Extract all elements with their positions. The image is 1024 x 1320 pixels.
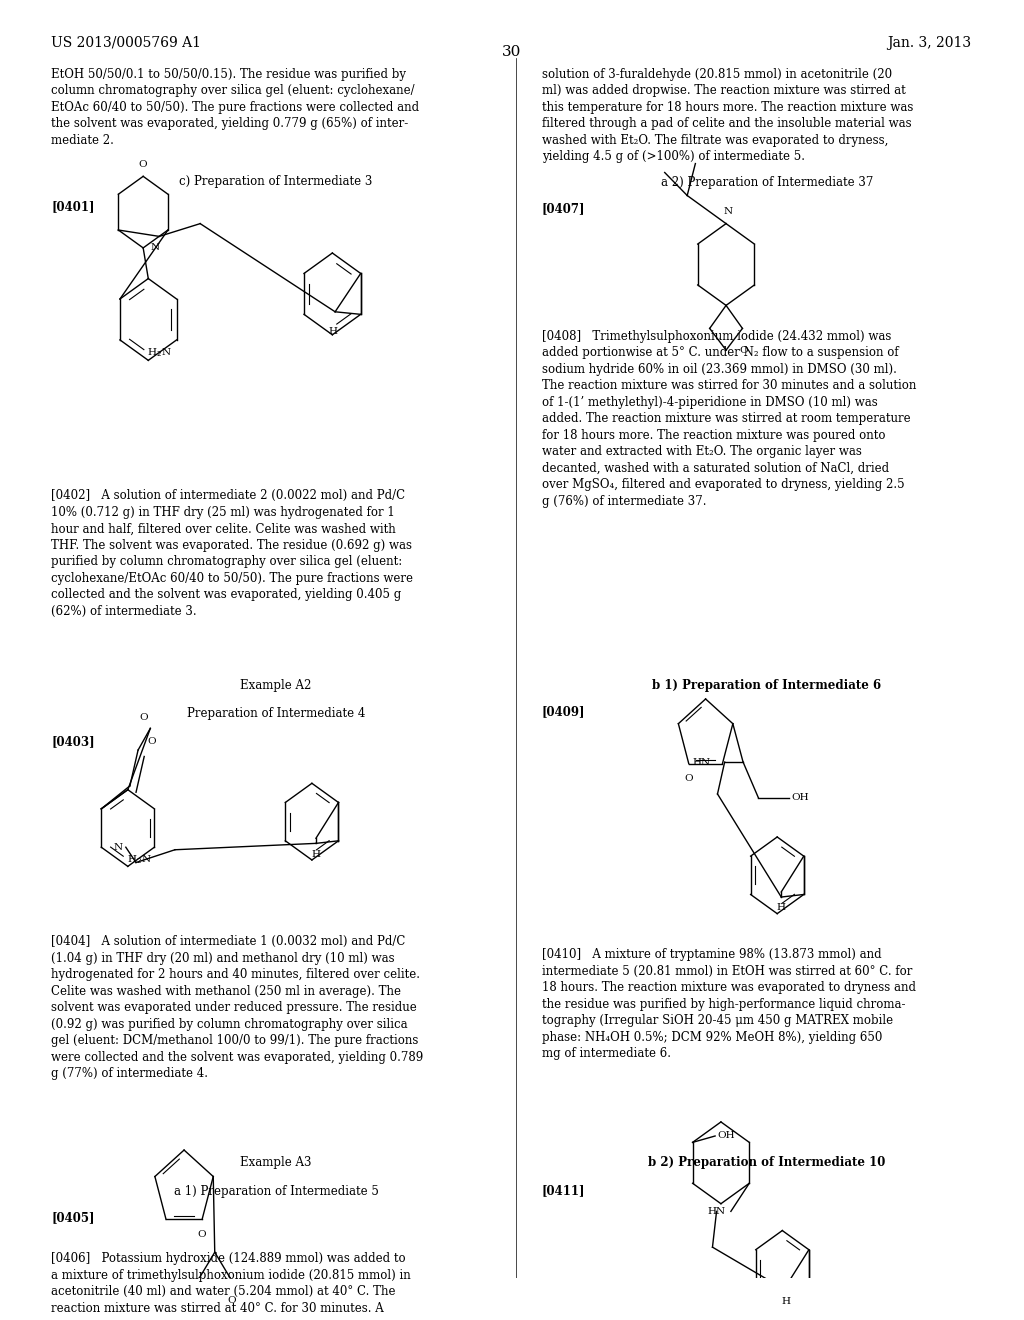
Text: O: O xyxy=(739,346,748,355)
Text: a 1) Preparation of Intermediate 5: a 1) Preparation of Intermediate 5 xyxy=(174,1184,379,1197)
Text: [0410]   A mixture of tryptamine 98% (13.873 mmol) and
intermediate 5 (20.81 mmo: [0410] A mixture of tryptamine 98% (13.8… xyxy=(542,948,916,1060)
Text: Example A3: Example A3 xyxy=(241,1156,312,1170)
Text: HN: HN xyxy=(708,1206,726,1216)
Text: [0403]: [0403] xyxy=(51,735,95,747)
Text: [0406]   Potassium hydroxide (124.889 mmol) was added to
a mixture of trimethyls: [0406] Potassium hydroxide (124.889 mmol… xyxy=(51,1253,411,1315)
Text: O: O xyxy=(198,1230,207,1238)
Text: O: O xyxy=(684,774,693,783)
Text: [0404]   A solution of intermediate 1 (0.0032 mol) and Pd/C
(1.04 g) in THF dry : [0404] A solution of intermediate 1 (0.0… xyxy=(51,936,423,1080)
Text: US 2013/0005769 A1: US 2013/0005769 A1 xyxy=(51,36,201,50)
Text: H: H xyxy=(777,903,785,912)
Text: O: O xyxy=(147,738,156,746)
Text: [0405]: [0405] xyxy=(51,1212,94,1225)
Text: b 2) Preparation of Intermediate 10: b 2) Preparation of Intermediate 10 xyxy=(648,1156,886,1170)
Text: c) Preparation of Intermediate 3: c) Preparation of Intermediate 3 xyxy=(179,176,373,187)
Text: O: O xyxy=(139,713,148,722)
Text: O: O xyxy=(139,160,147,169)
Text: a 2) Preparation of Intermediate 37: a 2) Preparation of Intermediate 37 xyxy=(660,177,873,189)
Text: H$_2$N: H$_2$N xyxy=(127,854,152,866)
Text: [0409]: [0409] xyxy=(542,705,586,718)
Text: N: N xyxy=(724,207,732,216)
Text: OH: OH xyxy=(717,1131,735,1140)
Text: H: H xyxy=(311,850,321,859)
Text: b 1) Preparation of Intermediate 6: b 1) Preparation of Intermediate 6 xyxy=(652,678,882,692)
Text: N: N xyxy=(151,243,160,252)
Text: [0408]   Trimethylsulphoxonium iodide (24.432 mmol) was
added portionwise at 5° : [0408] Trimethylsulphoxonium iodide (24.… xyxy=(542,330,916,508)
Text: [0401]: [0401] xyxy=(51,201,94,214)
Text: O: O xyxy=(227,1296,236,1305)
Text: H: H xyxy=(329,327,338,337)
Text: Example A2: Example A2 xyxy=(241,678,311,692)
Text: Jan. 3, 2013: Jan. 3, 2013 xyxy=(888,36,972,50)
Text: OH: OH xyxy=(792,793,809,803)
Text: EtOH 50/50/0.1 to 50/50/0.15). The residue was purified by
column chromatography: EtOH 50/50/0.1 to 50/50/0.15). The resid… xyxy=(51,67,419,147)
Text: H$_2$N: H$_2$N xyxy=(146,346,171,359)
Text: [0411]: [0411] xyxy=(542,1184,586,1197)
Text: HN: HN xyxy=(692,758,711,767)
Text: [0407]: [0407] xyxy=(542,202,586,215)
Text: [0402]   A solution of intermediate 2 (0.0022 mol) and Pd/C
10% (0.712 g) in THF: [0402] A solution of intermediate 2 (0.0… xyxy=(51,490,413,618)
Text: 30: 30 xyxy=(502,45,521,58)
Text: N: N xyxy=(114,842,123,851)
Text: H: H xyxy=(782,1298,791,1305)
Text: Preparation of Intermediate 4: Preparation of Intermediate 4 xyxy=(187,706,366,719)
Text: solution of 3-furaldehyde (20.815 mmol) in acetonitrile (20
ml) was added dropwi: solution of 3-furaldehyde (20.815 mmol) … xyxy=(542,67,913,164)
